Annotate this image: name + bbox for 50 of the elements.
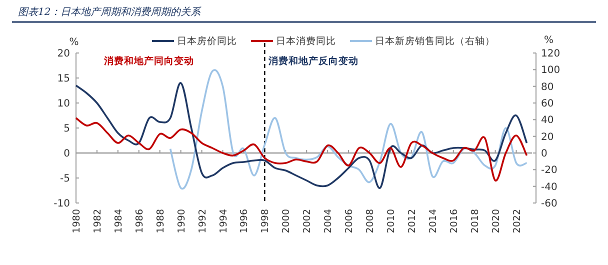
x-tick-label: 1988 <box>155 209 166 234</box>
y-axis-title: % <box>69 37 79 48</box>
y2-tick-label: -20 <box>541 165 558 176</box>
x-tick-label: 2014 <box>428 209 439 234</box>
x-tick-label: 1982 <box>92 209 104 234</box>
y2-tick-label: 60 <box>541 98 554 110</box>
y2-tick-label: -40 <box>541 182 558 193</box>
x-tick-label: 2008 <box>365 209 376 234</box>
y-tick-label: 20 <box>57 48 70 60</box>
y2-tick-label: 0 <box>541 148 548 160</box>
x-tick-label: 1992 <box>197 209 208 234</box>
y-tick-label: 10 <box>57 98 70 110</box>
line-series <box>169 70 528 189</box>
y2-tick-label: 80 <box>541 82 554 93</box>
y-tick-label: 15 <box>57 74 70 84</box>
y2-tick-label: 120 <box>541 48 560 60</box>
y2-tick-label: 40 <box>541 115 554 126</box>
line-series <box>75 117 528 182</box>
y-tick-label: -10 <box>54 198 70 210</box>
y-tick-label: 0 <box>64 148 70 160</box>
x-tick-label: 2006 <box>344 209 356 234</box>
annotation: 消费和地产同向变动 <box>103 55 194 67</box>
x-tick-label: 1980 <box>72 209 82 234</box>
y2-tick-label: -60 <box>541 198 558 210</box>
annotation: 消费和地产反向变动 <box>268 55 359 67</box>
y-tick-label: -5 <box>60 174 70 184</box>
x-tick-label: 2016 <box>448 209 460 234</box>
x-tick-label: 1984 <box>113 209 124 234</box>
x-tick-label: 2020 <box>490 209 502 234</box>
x-tick-label: 1996 <box>239 209 250 234</box>
x-tick-label: 2004 <box>323 209 334 234</box>
legend-label: 日本新房销售同比（右轴） <box>375 35 495 47</box>
x-tick-label: 2018 <box>470 209 481 234</box>
y2-tick-label: 100 <box>541 65 560 76</box>
y-tick-label: 5 <box>64 124 70 134</box>
x-tick-label: 2022 <box>512 209 523 234</box>
x-tick-label: 1998 <box>260 209 272 234</box>
x-tick-label: 1986 <box>134 209 146 234</box>
x-tick-label: 2002 <box>302 209 314 234</box>
y2-tick-label: 20 <box>541 132 554 143</box>
x-tick-label: 2000 <box>281 209 292 234</box>
legend-label: 日本房价同比 <box>177 35 237 47</box>
y2-axis-title: % <box>544 35 554 46</box>
x-tick-label: 1994 <box>218 209 230 234</box>
line-series <box>75 82 528 189</box>
x-tick-label: 2012 <box>406 209 418 234</box>
legend-label: 日本消费同比 <box>276 35 336 47</box>
x-tick-label: 2010 <box>386 209 397 234</box>
chart-title: 图表12：日本地产周期和消费周期的关系 <box>18 6 202 18</box>
x-tick-label: 1990 <box>176 209 188 234</box>
